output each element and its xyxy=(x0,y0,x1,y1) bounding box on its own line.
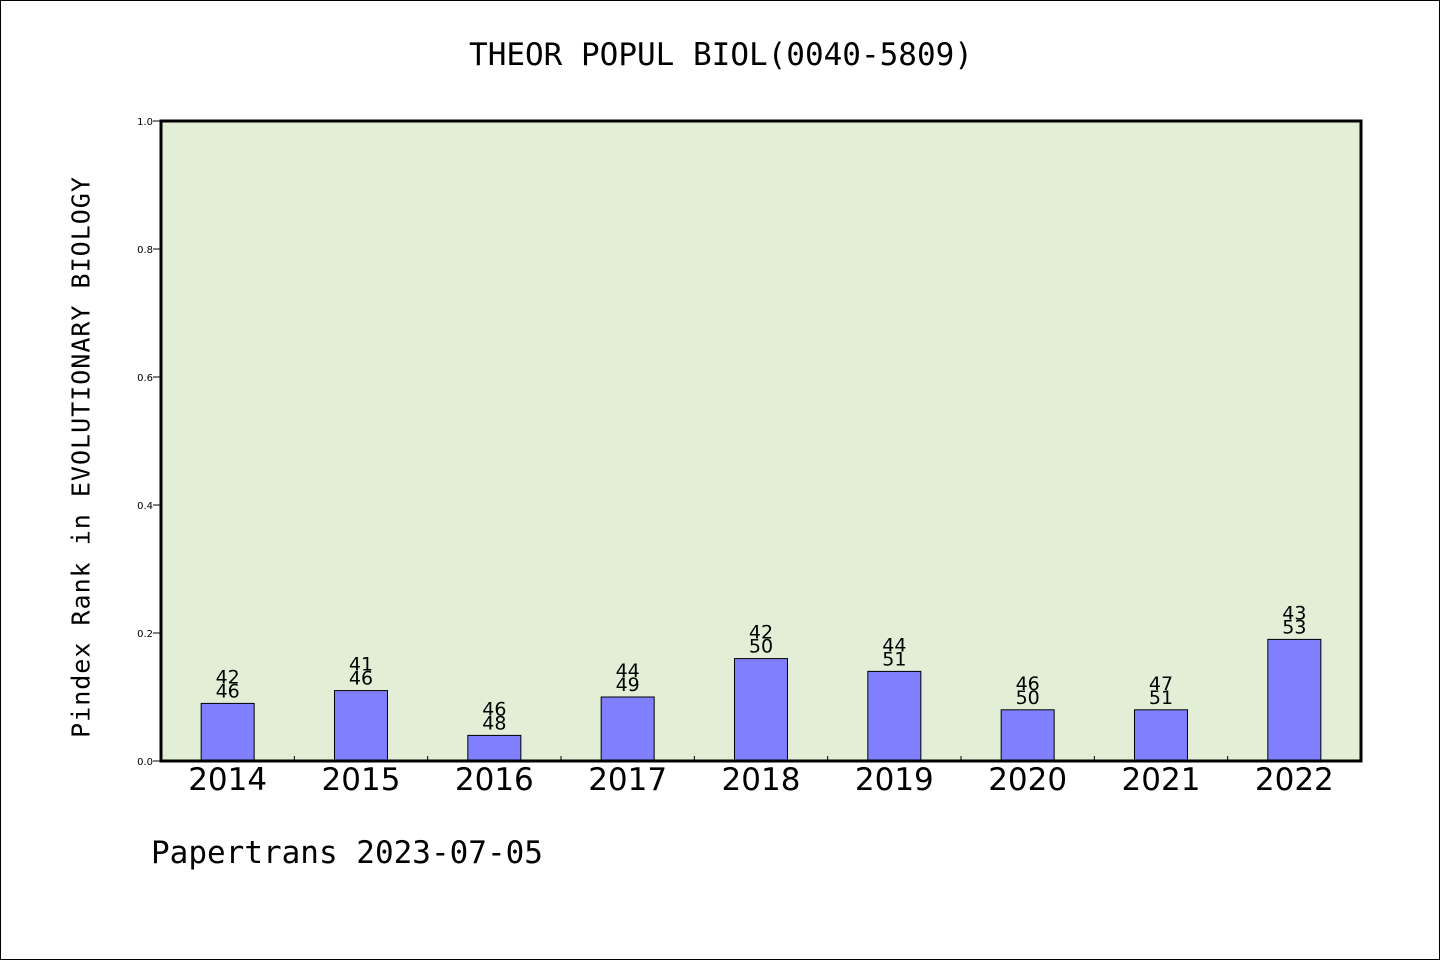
x-tick-label: 2019 xyxy=(855,762,934,798)
chart-title: THEOR POPUL BIOL(0040-5809) xyxy=(469,37,973,73)
bar-label-top: 44 xyxy=(882,634,906,656)
bar-label-bottom: 48 xyxy=(482,712,506,734)
bar-label-bottom: 49 xyxy=(616,674,640,696)
y-tick-label: 0.2 xyxy=(137,629,153,640)
bar-label-top: 41 xyxy=(349,654,373,676)
bar-label-top: 47 xyxy=(1149,673,1173,695)
bar-label-top: 46 xyxy=(1016,673,1040,695)
bar xyxy=(200,702,255,762)
bar-label-top: 43 xyxy=(1282,602,1306,624)
x-tick-label: 2017 xyxy=(588,762,667,798)
bar-label-top: 42 xyxy=(749,622,773,644)
bar-label-bottom: 53 xyxy=(1282,616,1306,638)
bar xyxy=(1000,709,1055,762)
bar xyxy=(734,658,788,762)
bar xyxy=(1134,709,1188,762)
bar xyxy=(867,670,922,762)
y-tick-label: 1.0 xyxy=(137,117,153,128)
bar-label-top: 46 xyxy=(482,698,506,720)
x-tick-label: 2020 xyxy=(988,762,1067,798)
bar xyxy=(600,696,655,762)
bar xyxy=(1267,638,1322,762)
x-tick-label: 2015 xyxy=(322,762,401,798)
x-tick-label: 2021 xyxy=(1122,762,1201,798)
bar-label-bottom: 50 xyxy=(1016,687,1040,709)
x-tick-label: 2014 xyxy=(188,762,267,798)
y-tick-label: 0.6 xyxy=(137,373,153,384)
bar-label-bottom: 50 xyxy=(749,636,773,658)
y-tick-label: 0.0 xyxy=(137,757,153,768)
bar xyxy=(467,734,522,762)
plot-frame xyxy=(159,119,1363,763)
bar xyxy=(334,690,388,762)
y-tick-label: 0.4 xyxy=(137,501,153,512)
bar-label-bottom: 51 xyxy=(1149,687,1173,709)
bar-label-top: 42 xyxy=(216,666,240,688)
bar-label-bottom: 51 xyxy=(882,648,906,670)
x-tick-label: 2022 xyxy=(1255,762,1334,798)
y-tick-label: 0.8 xyxy=(137,245,153,256)
plot-background xyxy=(161,121,1361,761)
x-tick-label: 2016 xyxy=(455,762,534,798)
bar-label-top: 44 xyxy=(616,660,640,682)
x-tick-label: 2018 xyxy=(722,762,801,798)
footer-note: Papertrans 2023-07-05 xyxy=(151,835,543,871)
bar-label-bottom: 46 xyxy=(216,680,240,702)
bar-label-bottom: 46 xyxy=(349,668,373,690)
